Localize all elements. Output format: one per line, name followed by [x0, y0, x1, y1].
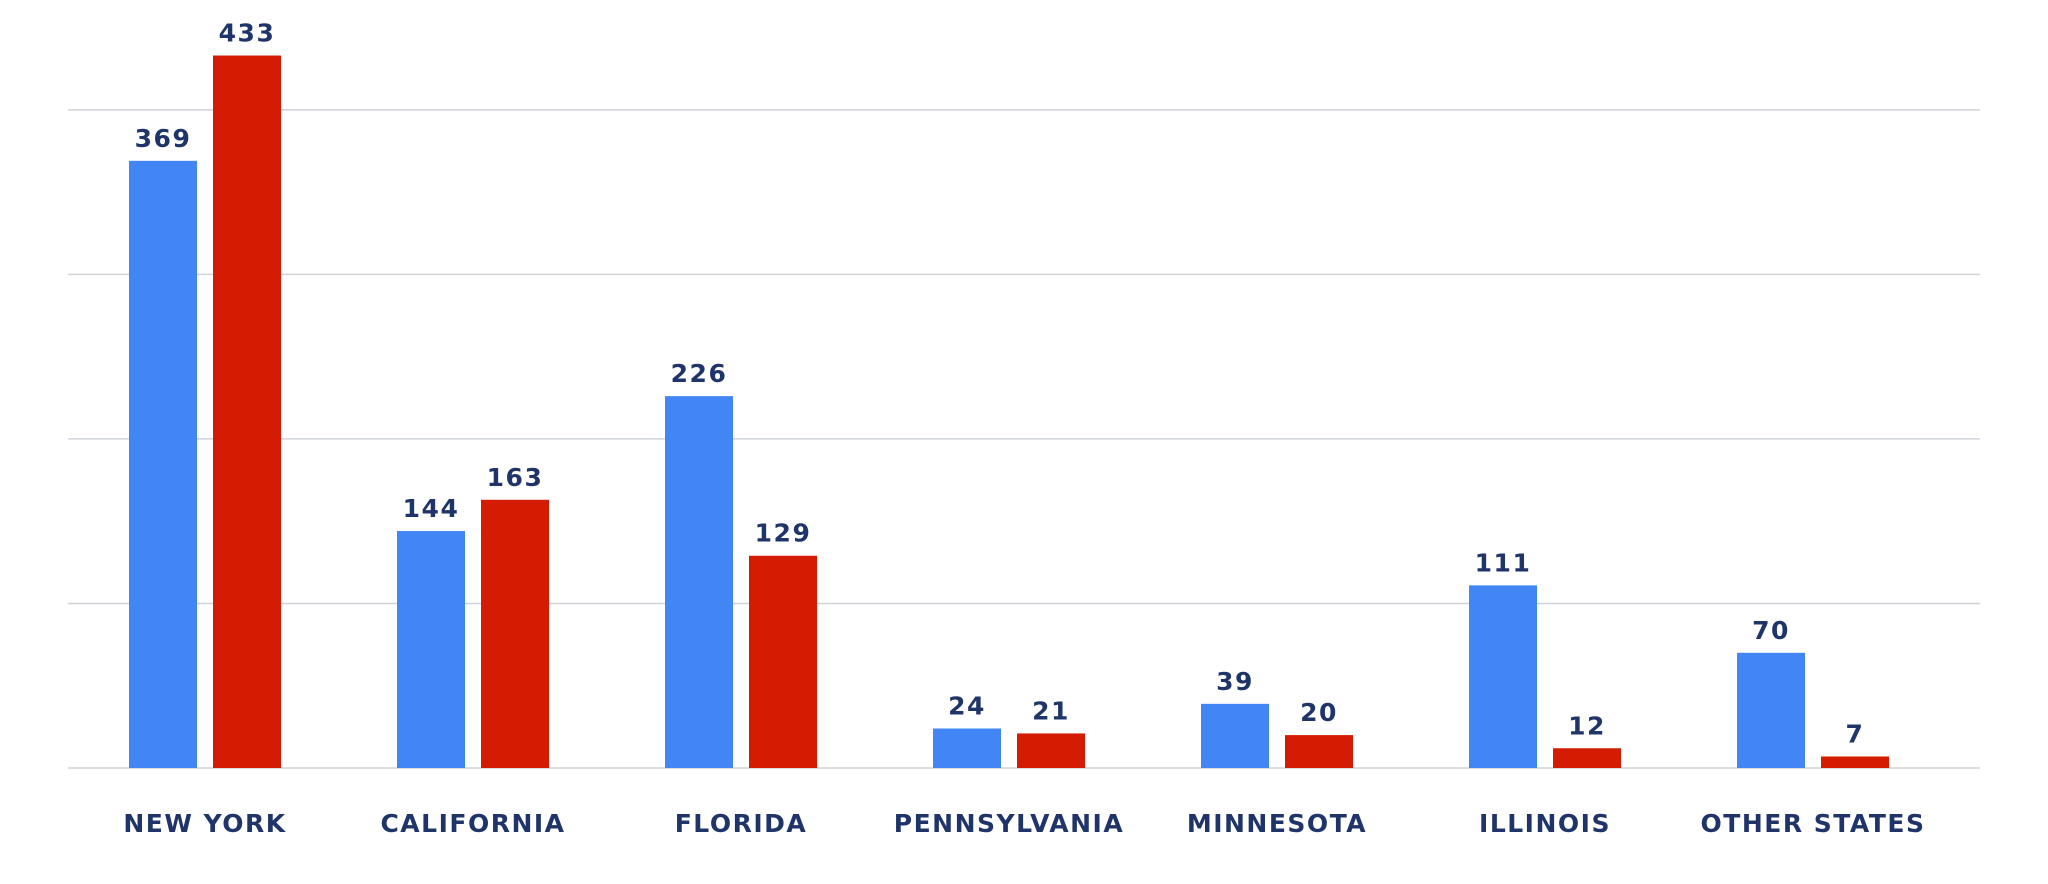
value-label: 70 [1752, 616, 1790, 645]
bar [1737, 652, 1805, 768]
bar [1469, 585, 1537, 768]
bar [1821, 756, 1889, 768]
bar [481, 499, 549, 768]
x-tick-label: NEW YORK [123, 809, 286, 838]
value-label: 111 [1475, 548, 1532, 577]
value-label: 369 [135, 124, 192, 153]
bar [129, 160, 197, 768]
value-label: 163 [487, 463, 544, 492]
value-label: 7 [1846, 719, 1865, 748]
bar [749, 555, 817, 768]
value-label: 24 [948, 692, 986, 721]
bar [213, 55, 281, 768]
value-label: 21 [1032, 696, 1070, 725]
x-tick-label: OTHER STATES [1701, 809, 1926, 838]
value-label: 39 [1216, 667, 1254, 696]
value-label: 12 [1568, 711, 1606, 740]
bar [665, 396, 733, 768]
x-tick-label: PENNSYLVANIA [894, 809, 1124, 838]
x-tick-label: FLORIDA [675, 809, 808, 838]
value-label: 144 [403, 494, 460, 523]
bar [1201, 703, 1269, 768]
bar [1017, 733, 1085, 768]
bar [397, 531, 465, 768]
x-tick-label: CALIFORNIA [380, 809, 565, 838]
bar [933, 728, 1001, 768]
x-tick-label: MINNESOTA [1187, 809, 1367, 838]
value-label: 129 [755, 519, 812, 548]
bar [1285, 735, 1353, 768]
value-label: 226 [671, 359, 728, 388]
value-label: 433 [219, 19, 276, 48]
bar [1553, 748, 1621, 768]
x-tick-label: ILLINOIS [1479, 809, 1611, 838]
value-label: 20 [1300, 698, 1338, 727]
